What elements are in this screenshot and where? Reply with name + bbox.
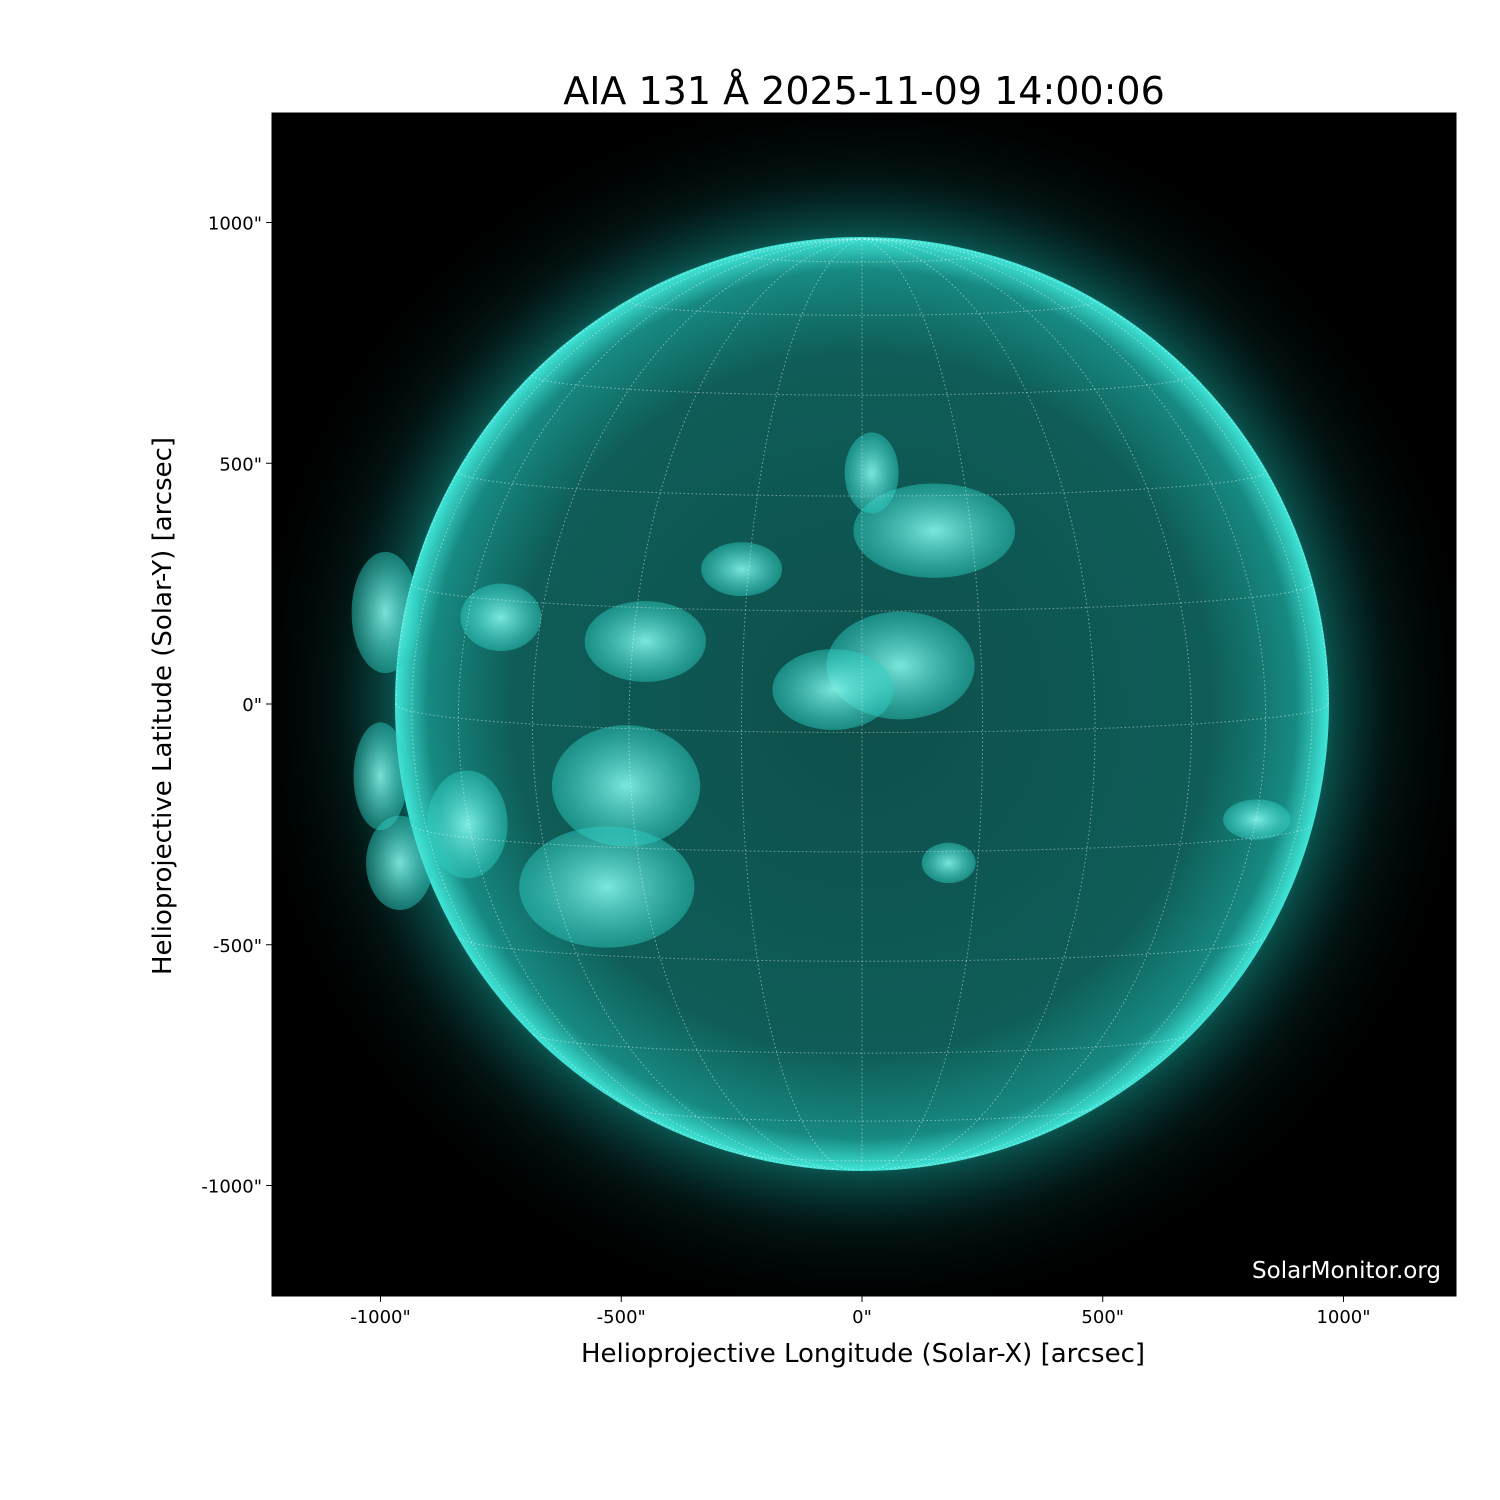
y-tick-label: 500"	[219, 454, 262, 475]
limb-features	[351, 551, 434, 911]
limb-loop	[353, 722, 408, 831]
limb-loop	[366, 815, 434, 911]
grid-line	[411, 825, 1313, 853]
grid-line	[628, 238, 863, 1170]
grid-line	[861, 238, 1267, 1168]
grid-line	[457, 238, 863, 1168]
grid-line	[532, 1033, 1192, 1054]
bright-region	[853, 483, 1016, 578]
bright-region	[460, 583, 542, 652]
watermark: SolarMonitor.org	[1252, 1258, 1441, 1284]
grid-line	[861, 238, 1329, 705]
bright-region	[584, 600, 706, 682]
grid-line	[744, 1154, 980, 1162]
bright-region	[772, 649, 894, 731]
grid-line	[395, 238, 863, 705]
x-axis-ticks: -1000" -500" 0" 500" 1000"	[350, 1296, 1371, 1328]
grid-line	[740, 238, 863, 1171]
bright-region	[426, 770, 508, 879]
active-regions	[426, 432, 1291, 948]
y-axis-label: Helioprojective Latitude (Solar-Y) [arcs…	[148, 437, 178, 975]
x-tick-label: 1000"	[1316, 1307, 1370, 1328]
grid-line	[459, 937, 1265, 962]
heliographic-grid	[395, 238, 1329, 1171]
grid-line	[411, 583, 1313, 612]
grid-line	[411, 238, 863, 1158]
grid-line	[861, 238, 984, 1171]
grid-line	[457, 471, 1267, 497]
grid-line	[395, 703, 1329, 734]
x-tick-label: 500"	[1081, 1307, 1124, 1328]
grid-line	[631, 1108, 1093, 1122]
y-tick-label: -1000"	[201, 1177, 262, 1198]
grid-line	[861, 238, 1313, 1158]
bright-region	[519, 826, 695, 948]
y-tick-label: 0"	[242, 695, 262, 716]
bright-region	[844, 432, 899, 514]
x-tick-label: 0"	[852, 1307, 872, 1328]
y-tick-label: -500"	[213, 936, 262, 957]
y-tick-label: 1000"	[208, 214, 262, 235]
x-tick-label: -1000"	[350, 1307, 411, 1328]
bright-region	[921, 842, 976, 884]
bright-region	[1223, 799, 1291, 840]
bright-region	[551, 725, 701, 847]
x-axis-label: Helioprojective Longitude (Solar-X) [arc…	[581, 1339, 1145, 1369]
bright-region	[701, 542, 783, 597]
grid-line	[740, 254, 984, 263]
y-axis-ticks: -1000" -500" 0" 500" 1000"	[201, 214, 272, 1198]
x-tick-label: -500"	[597, 1307, 646, 1328]
plot-title: AIA 131 Å 2025-11-09 14:00:06	[563, 69, 1165, 113]
grid-line	[628, 301, 1096, 316]
grid-line	[861, 238, 1096, 1170]
limb-loop	[351, 551, 420, 674]
